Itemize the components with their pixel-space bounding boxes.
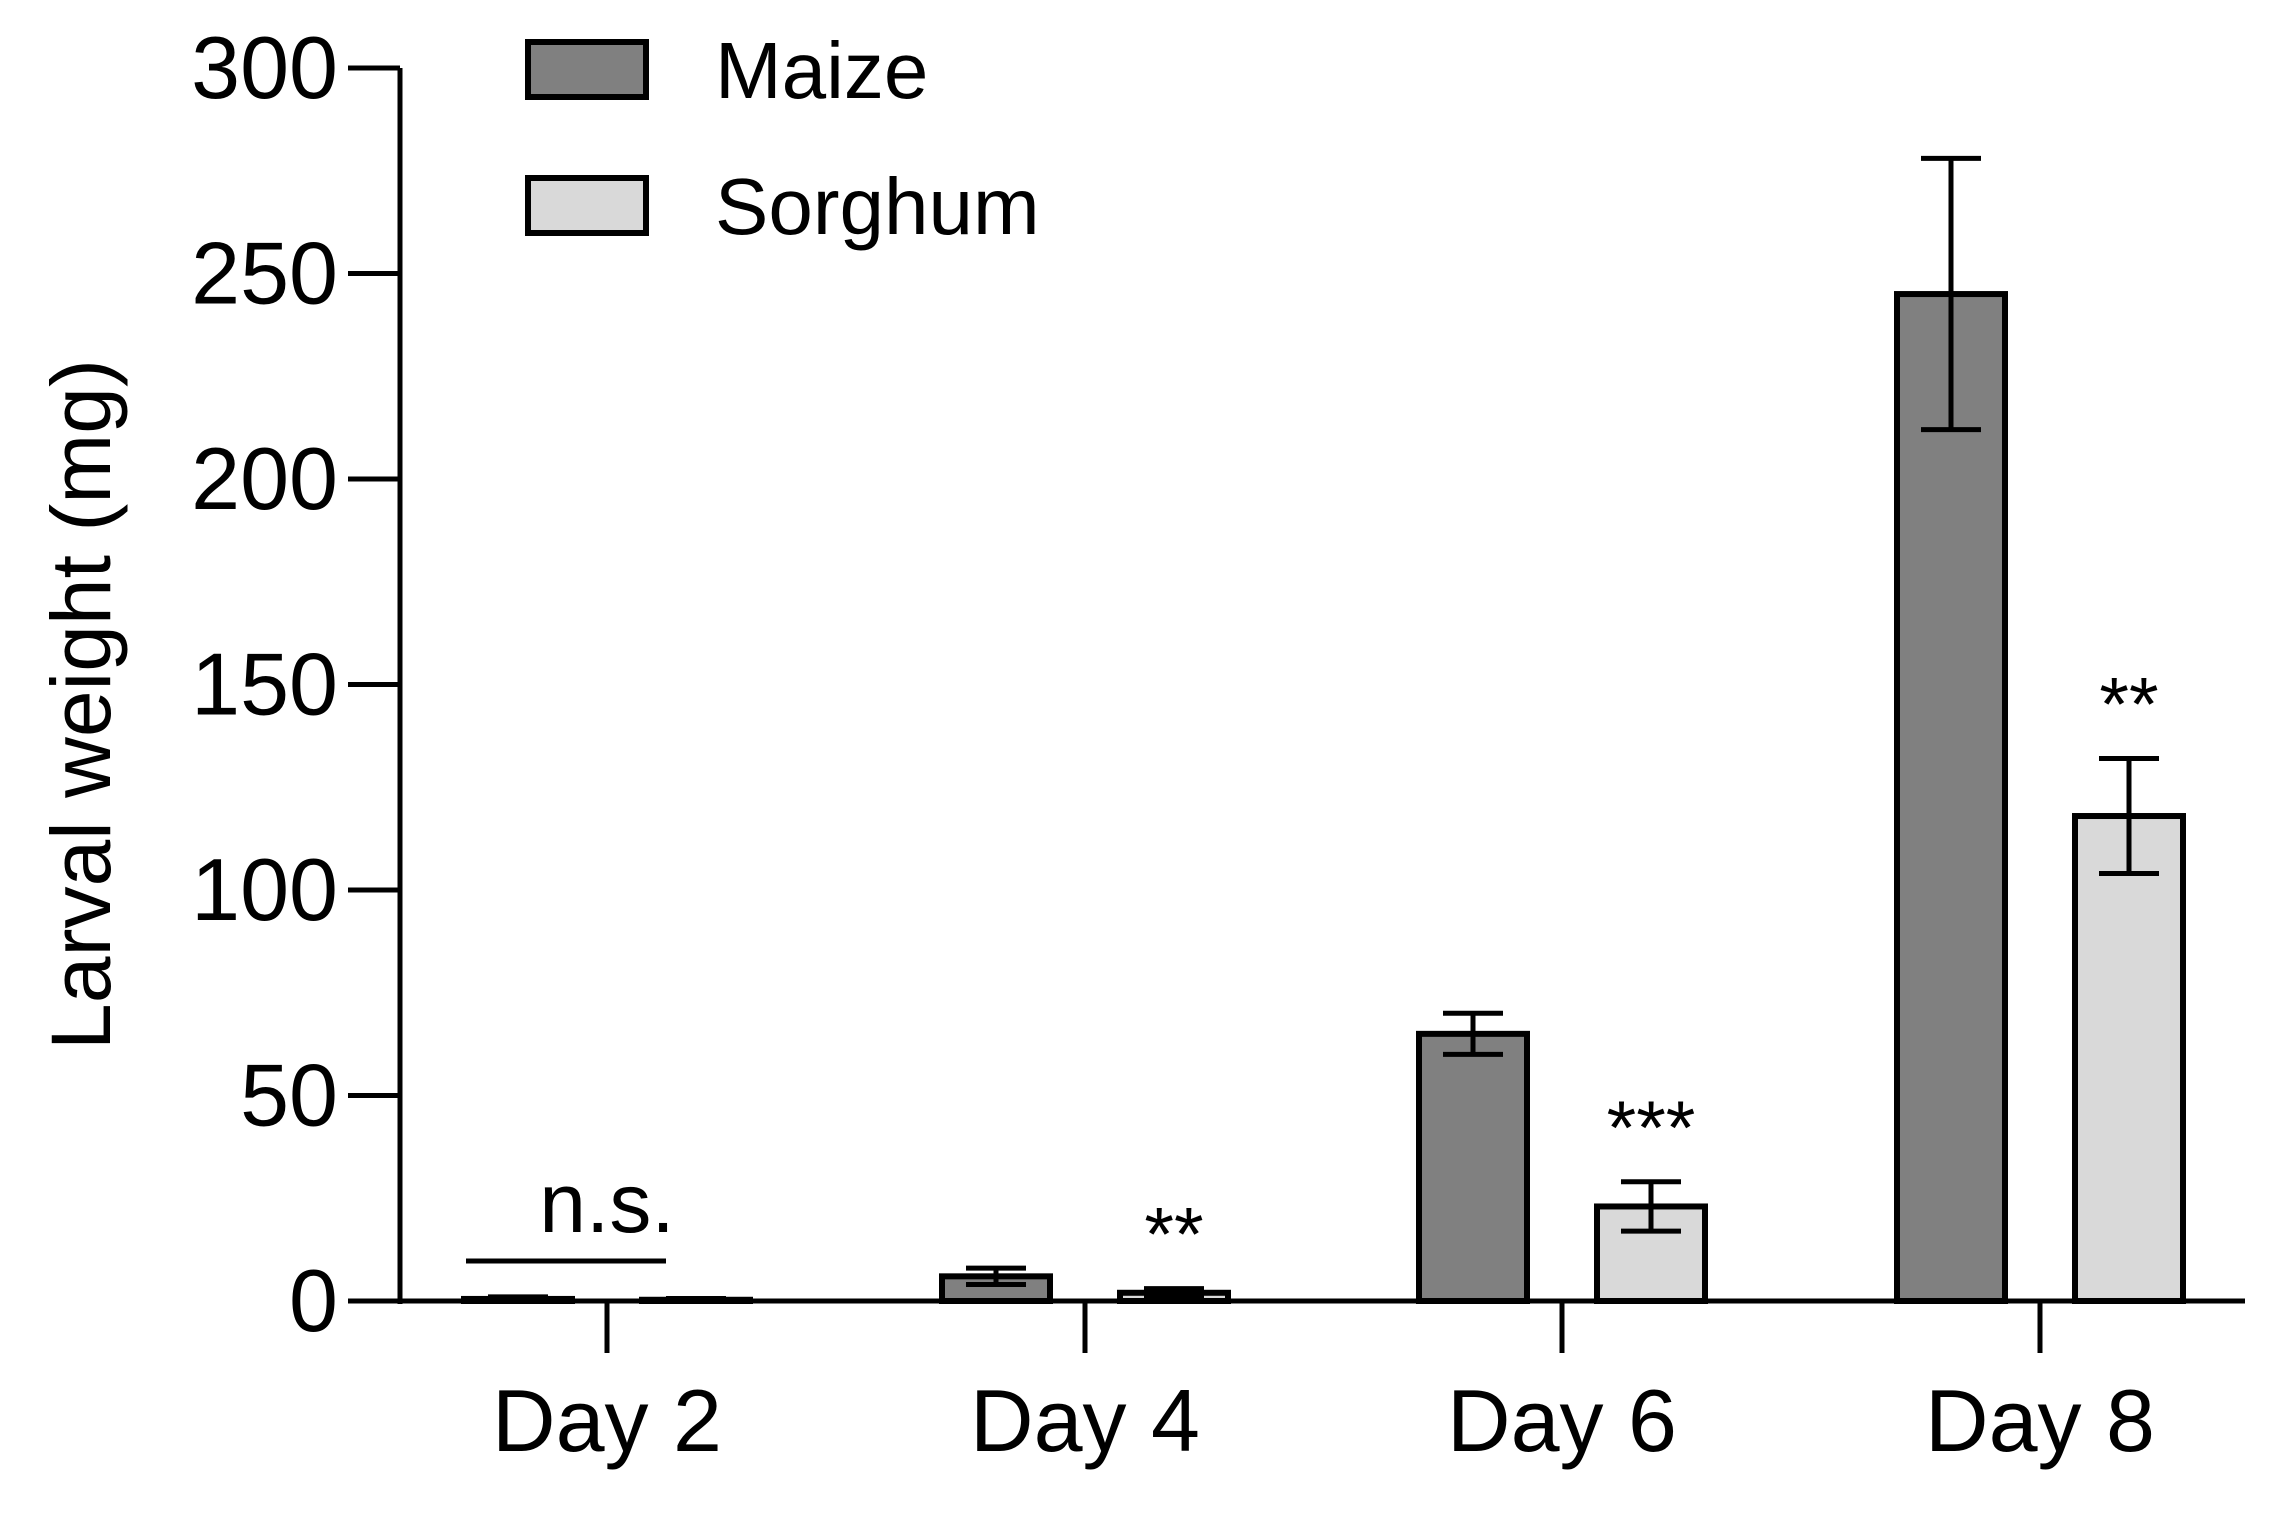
significance-annotations: n.s. ******* [466, 662, 2159, 1278]
legend-label: Maize [715, 26, 928, 115]
y-axis: 0 50 100 150 200 250 300 [191, 18, 403, 1350]
x-tick-label: Day 6 [1447, 1371, 1677, 1470]
bar [1594, 1203, 1708, 1304]
legend-swatch [525, 175, 649, 236]
x-axis: Day 2 Day 4 Day 6 Day 8 [397, 1298, 2245, 1470]
y-axis-ticks: 0 50 100 150 200 250 300 [191, 18, 400, 1350]
x-axis-ticks: Day 2 Day 4 Day 6 Day 8 [492, 1301, 2155, 1470]
significance-stars: ** [2099, 662, 2158, 747]
y-tick-label: 200 [191, 429, 338, 528]
x-tick-label: Day 2 [492, 1371, 722, 1470]
significance-stars: ** [1144, 1193, 1203, 1278]
x-tick-label: Day 4 [970, 1371, 1200, 1470]
significance-label: n.s. [539, 1156, 674, 1250]
bar-series [461, 155, 2186, 1305]
y-axis-label: Larval weight (mg) [34, 359, 128, 1050]
x-tick-label: Day 8 [1925, 1371, 2155, 1470]
bar [1416, 1030, 1530, 1304]
legend: Maize Sorghum [525, 26, 1040, 251]
y-tick-label: 250 [191, 224, 338, 323]
significance-stars: *** [1607, 1086, 1696, 1171]
bar [1894, 291, 2008, 1304]
bar [2072, 813, 2186, 1305]
y-tick-label: 0 [289, 1251, 338, 1350]
y-tick-label: 50 [240, 1046, 338, 1145]
y-tick-label: 100 [191, 840, 338, 939]
legend-label: Sorghum [715, 162, 1040, 251]
y-tick-label: 300 [191, 18, 338, 117]
legend-swatch [525, 39, 649, 100]
y-tick-label: 150 [191, 635, 338, 734]
